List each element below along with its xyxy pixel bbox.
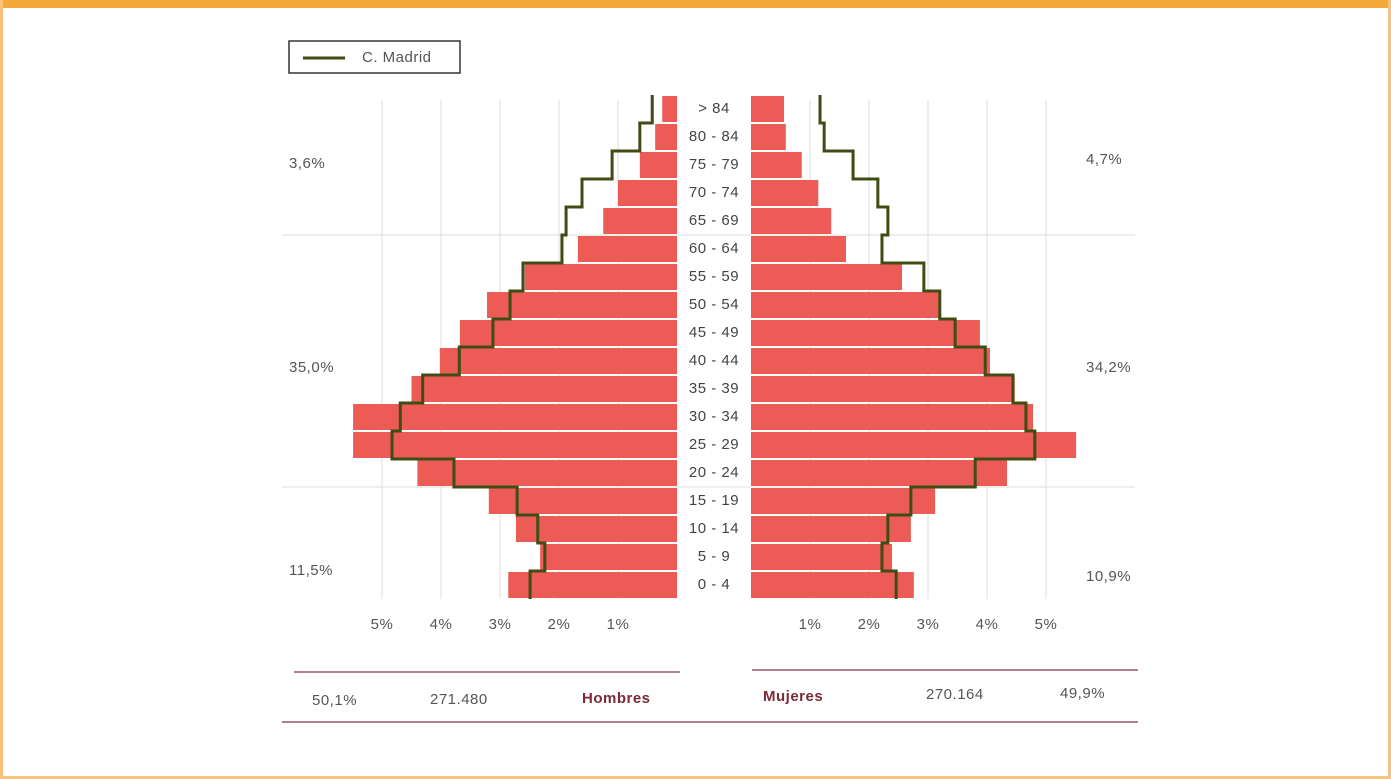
bar bbox=[662, 96, 677, 122]
x-tick-label: 4% bbox=[430, 616, 453, 633]
category-label: 20 - 24 bbox=[689, 464, 739, 481]
x-tick-label: 2% bbox=[548, 616, 571, 633]
bottom-edge bbox=[0, 776, 1391, 779]
bar bbox=[751, 320, 980, 346]
bar bbox=[508, 572, 677, 598]
annotation: 11,5% bbox=[289, 562, 333, 579]
bar bbox=[515, 516, 677, 542]
bar bbox=[488, 488, 677, 514]
bar bbox=[751, 376, 1015, 402]
bar bbox=[751, 208, 832, 234]
bar bbox=[751, 516, 911, 542]
category-label: 45 - 49 bbox=[689, 324, 739, 341]
bar bbox=[751, 544, 893, 570]
annotation: 3,6% bbox=[289, 155, 325, 172]
footer-text: Mujeres bbox=[763, 688, 823, 705]
bar bbox=[751, 96, 785, 122]
bar bbox=[487, 292, 677, 318]
category-label: 25 - 29 bbox=[689, 436, 739, 453]
category-label: 60 - 64 bbox=[689, 240, 739, 257]
footer-text: 49,9% bbox=[1060, 685, 1105, 702]
bar bbox=[751, 460, 1008, 486]
category-label: 55 - 59 bbox=[689, 268, 739, 285]
footer-text: 50,1% bbox=[312, 692, 357, 709]
category-label: 40 - 44 bbox=[689, 352, 739, 369]
bar bbox=[751, 152, 802, 178]
bar bbox=[751, 572, 914, 598]
annotation: 10,9% bbox=[1086, 568, 1131, 585]
category-label: 30 - 34 bbox=[689, 408, 739, 425]
top-bar bbox=[0, 0, 1391, 8]
bar bbox=[751, 404, 1034, 430]
x-tick-label: 1% bbox=[607, 616, 630, 633]
category-label: 50 - 54 bbox=[689, 296, 739, 313]
bar bbox=[353, 404, 677, 430]
bar bbox=[751, 236, 846, 262]
bar bbox=[411, 376, 677, 402]
category-label: 0 - 4 bbox=[698, 576, 731, 593]
bar bbox=[353, 432, 677, 458]
bar bbox=[655, 124, 677, 150]
x-tick-label: 3% bbox=[489, 616, 512, 633]
category-label: 15 - 19 bbox=[689, 492, 739, 509]
x-tick-label: 2% bbox=[858, 616, 881, 633]
footer-text: Hombres bbox=[582, 690, 651, 707]
bar bbox=[524, 264, 677, 290]
category-label: 75 - 79 bbox=[689, 156, 739, 173]
category-label: 70 - 74 bbox=[689, 184, 739, 201]
bar bbox=[439, 348, 677, 374]
category-label: > 84 bbox=[698, 100, 730, 117]
legend-label: C. Madrid bbox=[362, 49, 432, 66]
category-label: 65 - 69 bbox=[689, 212, 739, 229]
left-edge bbox=[0, 0, 3, 779]
x-tick-label: 5% bbox=[1035, 616, 1058, 633]
legend: C. Madrid bbox=[288, 40, 461, 74]
bar bbox=[751, 124, 786, 150]
x-tick-label: 1% bbox=[799, 616, 822, 633]
annotation: 34,2% bbox=[1086, 359, 1131, 376]
bar bbox=[459, 320, 677, 346]
bar bbox=[751, 432, 1077, 458]
bar bbox=[417, 460, 677, 486]
annotation: 35,0% bbox=[289, 359, 334, 376]
category-label: 5 - 9 bbox=[698, 548, 731, 565]
right-edge bbox=[1388, 0, 1391, 779]
annotation: 4,7% bbox=[1086, 151, 1122, 168]
x-tick-label: 4% bbox=[976, 616, 999, 633]
category-label: 10 - 14 bbox=[689, 520, 739, 537]
bar bbox=[751, 180, 819, 206]
footer-text: 270.164 bbox=[926, 686, 984, 703]
bar bbox=[751, 488, 936, 514]
bar bbox=[751, 292, 940, 318]
category-label: 35 - 39 bbox=[689, 380, 739, 397]
x-tick-label: 3% bbox=[917, 616, 940, 633]
bar bbox=[751, 348, 990, 374]
bar bbox=[751, 264, 903, 290]
bar bbox=[540, 544, 677, 570]
footer-text: 271.480 bbox=[430, 691, 488, 708]
bar bbox=[603, 208, 677, 234]
x-tick-label: 5% bbox=[371, 616, 394, 633]
bar bbox=[577, 236, 677, 262]
bar bbox=[639, 152, 677, 178]
category-label: 80 - 84 bbox=[689, 128, 739, 145]
bar bbox=[618, 180, 677, 206]
